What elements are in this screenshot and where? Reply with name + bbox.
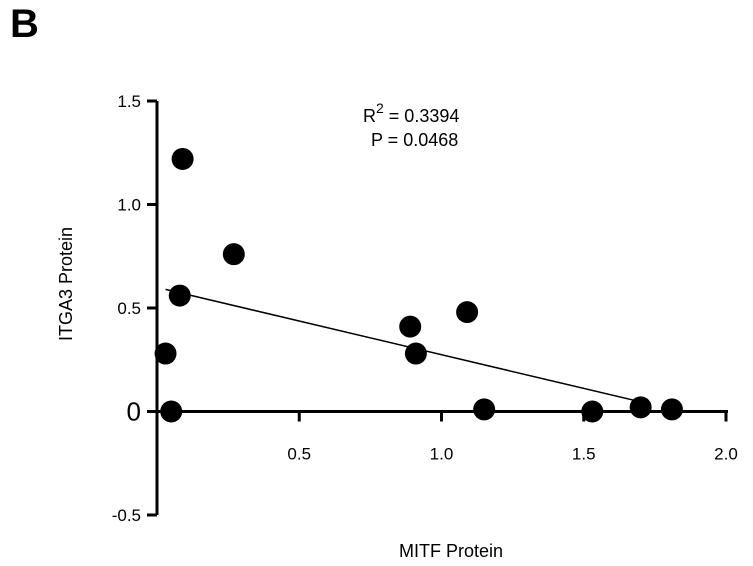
y-tick-label: -0.5 [112, 506, 141, 525]
data-point [660, 398, 683, 421]
y-tick-label: 1.5 [117, 92, 141, 111]
x-axis-label: MITF Protein [399, 541, 503, 561]
y-tick-label: 0 [127, 397, 141, 427]
data-point [629, 396, 652, 419]
x-tick-label: 1.5 [572, 445, 596, 464]
data-point [171, 147, 194, 170]
y-tick-label: 1.0 [117, 196, 141, 215]
data-point [222, 243, 245, 266]
data-point [160, 400, 183, 423]
p-value-annotation: P = 0.0468 [371, 130, 458, 150]
panel-label: B [10, 2, 39, 46]
data-point [581, 400, 604, 423]
y-tick-label: 0.5 [117, 299, 141, 318]
data-point [399, 315, 422, 338]
data-point [154, 342, 177, 365]
y-axis-label: ITGA3 Protein [56, 227, 76, 341]
x-tick-label: 0.5 [287, 445, 311, 464]
x-tick-label: 1.0 [430, 445, 454, 464]
data-point [473, 398, 496, 421]
data-point [456, 301, 479, 324]
regression-line-group [165, 288, 647, 404]
ticks: -0.5 0 0.5 1.0 1.5 0.5 1.0 1.5 2.0 [112, 92, 738, 525]
regression-line [165, 288, 647, 404]
r-squared-annotation: R2 = 0.3394 [363, 100, 459, 126]
x-tick-label: 2.0 [714, 445, 738, 464]
data-point [404, 342, 427, 365]
data-point [168, 284, 191, 307]
data-points [154, 147, 683, 423]
